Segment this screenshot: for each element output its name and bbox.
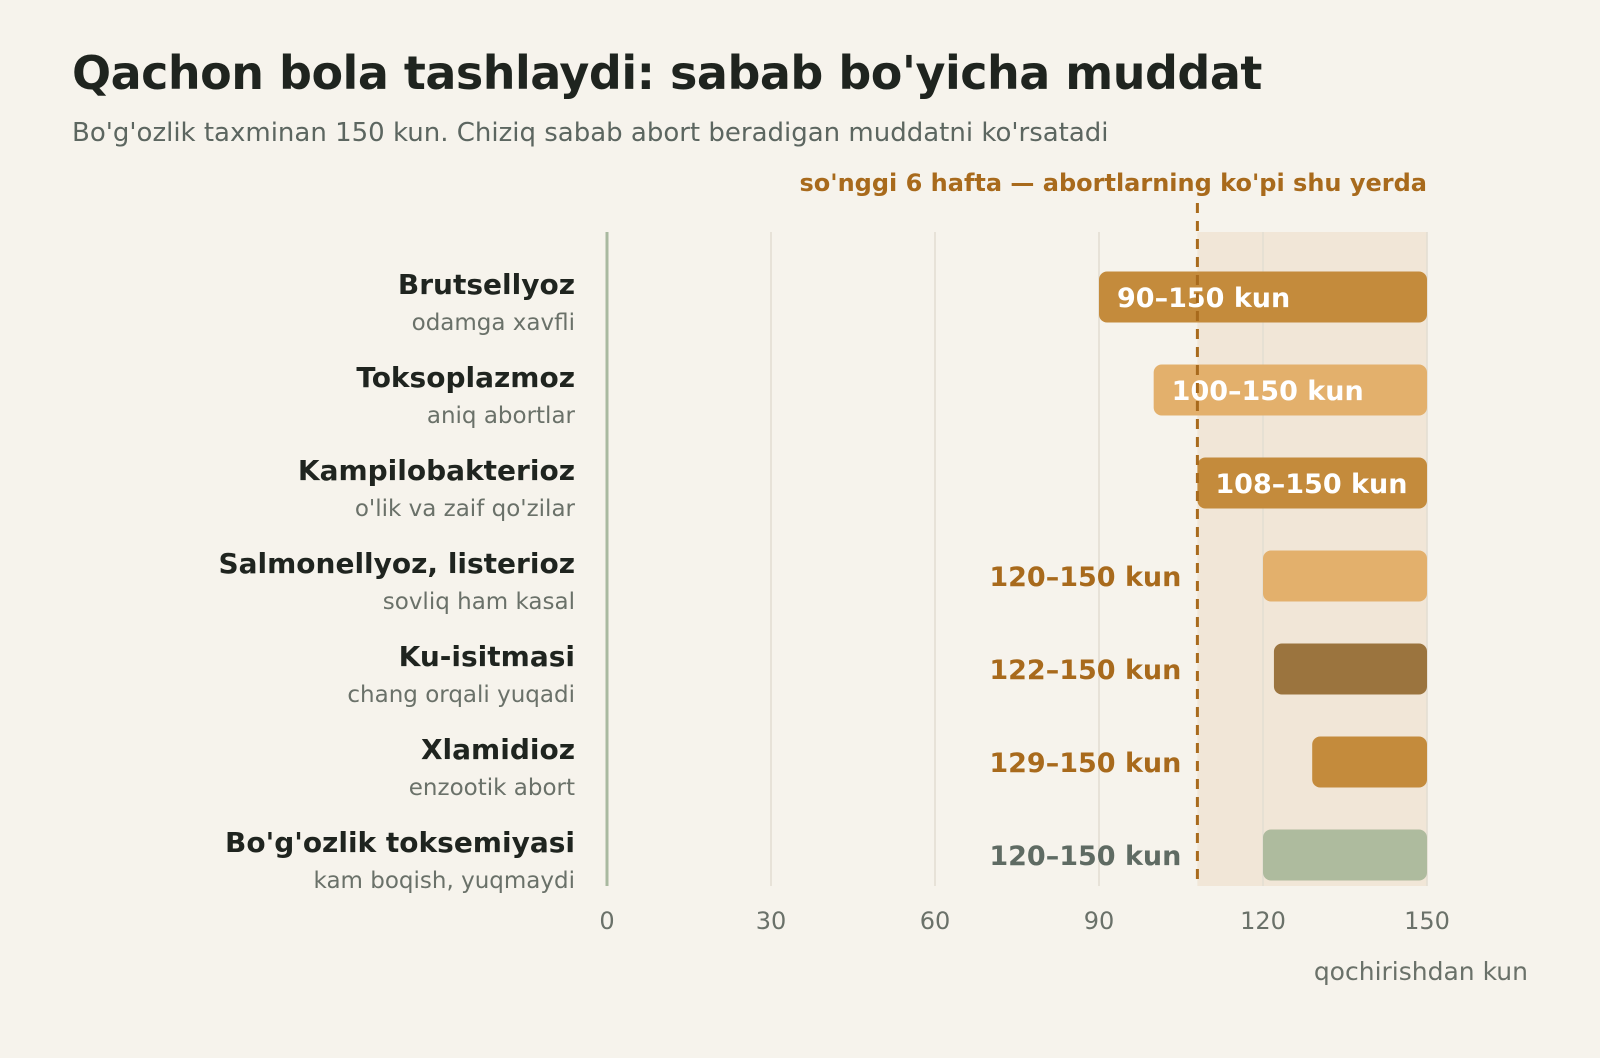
value-label: 120–150 kun (989, 841, 1181, 872)
range-bar (1153, 364, 1427, 416)
category-label: Xlamidioz (421, 733, 575, 766)
range-bar (1197, 457, 1427, 509)
x-tick-label: 30 (756, 907, 787, 935)
category-note: o'lik va zaif qo'zilar (355, 496, 576, 522)
range-bar (1263, 829, 1427, 881)
range-bar (1312, 736, 1427, 788)
x-tick-label: 60 (920, 907, 951, 935)
x-tick-label: 90 (1084, 907, 1115, 935)
annotation-label: so'nggi 6 hafta — abortlarning ko'pi shu… (799, 169, 1427, 197)
value-label: 90–150 kun (1117, 283, 1290, 314)
x-axis-title: qochirishdan kun (1314, 957, 1528, 986)
value-label: 108–150 kun (1215, 469, 1407, 500)
category-note: aniq abortlar (427, 403, 576, 429)
chart-title: Qachon bola tashlaydi: sabab bo'yicha mu… (72, 46, 1262, 100)
x-tick-label: 120 (1240, 907, 1286, 935)
category-label: Ku-isitmasi (399, 640, 575, 673)
category-note: chang orqali yuqadi (347, 682, 575, 708)
x-tick-label: 0 (599, 907, 614, 935)
category-label: Bo'g'ozlik toksemiyasi (225, 826, 575, 859)
category-label: Salmonellyoz, listerioz (218, 547, 575, 580)
category-note: sovliq ham kasal (383, 589, 575, 615)
range-bar (1099, 271, 1427, 323)
category-label: Brutsellyoz (398, 268, 575, 301)
range-bar (1273, 643, 1427, 695)
category-note: odamga xavfli (412, 310, 575, 336)
value-label: 120–150 kun (989, 562, 1181, 593)
category-note: kam boqish, yuqmaydi (314, 868, 575, 894)
x-tick-label: 150 (1404, 907, 1450, 935)
chart-subtitle: Bo'g'ozlik taxminan 150 kun. Chiziq saba… (72, 118, 1109, 148)
value-label: 100–150 kun (1172, 376, 1364, 407)
value-label: 129–150 kun (989, 748, 1181, 779)
category-label: Toksoplazmoz (356, 361, 575, 394)
range-bar (1263, 550, 1427, 602)
value-label: 122–150 kun (989, 655, 1181, 686)
category-label: Kampilobakterioz (298, 454, 575, 487)
category-note: enzootik abort (409, 775, 575, 801)
